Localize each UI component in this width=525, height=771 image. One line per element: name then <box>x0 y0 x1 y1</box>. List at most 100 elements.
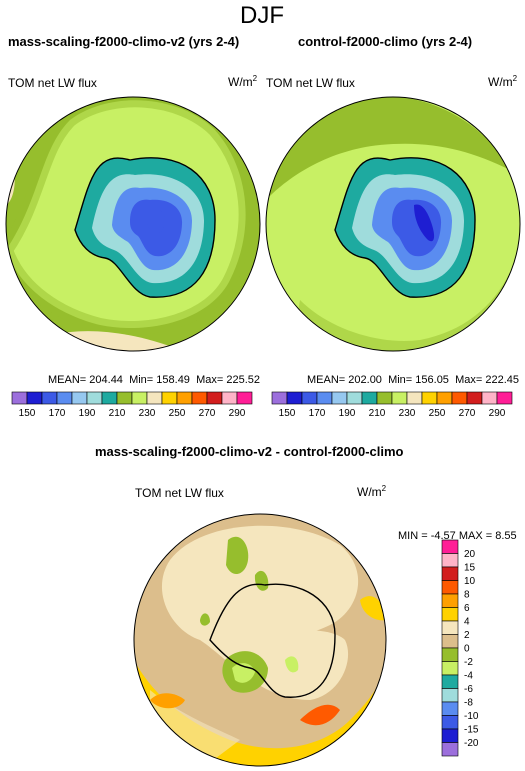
diff-colorbar-tick-label: -20 <box>464 738 479 749</box>
panel-1-max: 225.52 <box>226 374 260 386</box>
diff-colorbar-tick-label: 8 <box>464 590 470 601</box>
diff-colorbar-tick-label: -2 <box>464 657 473 668</box>
panel-1-units-exp: 2 <box>252 74 258 83</box>
diff-colorbar-swatch <box>441 674 459 689</box>
panel-1-colorbar-tick-label: 250 <box>169 408 186 419</box>
panel-2-colorbar-tick-label: 150 <box>279 408 296 419</box>
panel-1-colorbar-swatch <box>86 391 103 405</box>
panel-1-min: 158.49 <box>156 374 190 386</box>
panel-2-mean-label: MEAN= <box>307 374 346 386</box>
panel-2-variable: TOM net LW flux <box>266 76 355 90</box>
panel-2-colorbar-tick-label: 270 <box>459 408 476 419</box>
diff-colorbar-swatch <box>441 742 459 757</box>
panel-2-colorbar-swatch <box>346 391 363 405</box>
panel-2-mean: 202.00 <box>348 374 382 386</box>
panel-2-colorbar-swatch <box>451 391 468 405</box>
diff-colorbar-swatch <box>441 607 459 622</box>
diff-colorbar-swatch <box>441 580 459 595</box>
figure-title: DJF <box>240 2 284 29</box>
diff-colorbar-swatch <box>441 593 459 608</box>
panel-1-colorbar-swatch <box>146 391 163 405</box>
diff-colorbar-tick-label: 10 <box>464 576 476 587</box>
panel-2-colorbar-swatch <box>376 391 393 405</box>
diff-colorbar-tick-label: -15 <box>464 725 479 736</box>
panel-2-min: 156.05 <box>415 374 449 386</box>
diff-colorbar-swatch <box>441 688 459 703</box>
panel-2-title: control-f2000-climo (yrs 2-4) <box>298 34 473 49</box>
panel-2-colorbar-swatch <box>301 391 318 405</box>
panel-1-units-base: W/m <box>228 75 253 89</box>
diff-colorbar-swatch <box>441 620 459 635</box>
panel-1-units: W/m2 <box>228 74 257 89</box>
panel-2-stats: MEAN= 202.00 Min= 156.05 Max= 222.45 <box>307 374 519 386</box>
panel-2-colorbar-swatch <box>481 391 498 405</box>
diff-colorbar-tick-label: -10 <box>464 711 479 722</box>
panel-2-colorbar-tick-label: 190 <box>339 408 356 419</box>
panel-1-colorbar-tick-label: 150 <box>19 408 36 419</box>
diff-colorbar-tick-label: -4 <box>464 671 473 682</box>
panel-2-colorbar-swatch <box>466 391 483 405</box>
diff-colorbar-swatch <box>441 566 459 581</box>
panel-1-max-label: Max= <box>196 374 224 386</box>
diff-variable: TOM net LW flux <box>135 486 224 500</box>
panel-1-colorbar-swatch <box>11 391 28 405</box>
panel-2-colorbar: 150 170 190 210 230 250 270 290 <box>271 391 513 419</box>
diff-min: -4.57 <box>430 530 456 542</box>
diff-colorbar-tick-label: 0 <box>464 644 470 655</box>
diff-colorbar-tick-label: 15 <box>464 563 476 574</box>
panel-2-colorbar-swatch <box>271 391 288 405</box>
panel-2-colorbar-swatch <box>406 391 423 405</box>
panel-1-colorbar-tick-label: 290 <box>229 408 246 419</box>
panel-1-colorbar-swatch <box>176 391 193 405</box>
panel-2-colorbar-swatch <box>496 391 513 405</box>
panel-1-colorbar-swatch <box>101 391 118 405</box>
panel-1-colorbar-swatch <box>221 391 238 405</box>
panel-2-colorbar-tick-label: 230 <box>399 408 416 419</box>
panel-2-colorbar-tick-label: 170 <box>309 408 326 419</box>
panel-2-max-label: Max= <box>455 374 483 386</box>
panel-1-colorbar-tick-label: 190 <box>79 408 96 419</box>
panel-1-colorbar-tick-label: 170 <box>49 408 66 419</box>
panel-1-colorbar-swatch <box>26 391 43 405</box>
diff-units: W/m2 <box>357 484 386 499</box>
diff-colorbar-swatch <box>441 661 459 676</box>
panel-1-colorbar-tick-label: 230 <box>139 408 156 419</box>
diff-colorbar-tick-label: -6 <box>464 684 473 695</box>
panel-2-colorbar-swatch <box>286 391 303 405</box>
panel-1-colorbar-swatch <box>161 391 178 405</box>
diff-colorbar-swatch <box>441 701 459 716</box>
panel-1-mean-label: MEAN= <box>48 374 87 386</box>
panel-1-colorbar: 150 170 190 210 230 250 270 290 <box>11 391 253 419</box>
diff-min-label: MIN = <box>398 530 428 542</box>
panel-2-max: 222.45 <box>485 374 519 386</box>
panel-2-units: W/m2 <box>488 74 517 89</box>
panel-2-colorbar-tick-label: 250 <box>429 408 446 419</box>
panel-1-mean: 204.44 <box>89 374 123 386</box>
panel-2-units-exp: 2 <box>512 74 518 83</box>
panel-1-colorbar-swatch <box>41 391 58 405</box>
diff-max-label: MAX = <box>458 530 493 542</box>
panel-1-colorbar-swatch <box>71 391 88 405</box>
diff-units-exp: 2 <box>381 484 387 493</box>
panel-2-colorbar-tick-label: 210 <box>369 408 386 419</box>
panel-2-units-base: W/m <box>488 75 513 89</box>
panel-1-colorbar-swatch <box>131 391 148 405</box>
panel-1-colorbar-swatch <box>236 391 253 405</box>
panel-1-colorbar-swatch <box>116 391 133 405</box>
panel-2-min-label: Min= <box>388 374 413 386</box>
diff-title: mass-scaling-f2000-climo-v2 - control-f2… <box>95 444 404 459</box>
panel-1-colorbar-swatch <box>191 391 208 405</box>
diff-colorbar-swatch <box>441 728 459 743</box>
diff-stats: MIN = -4.57 MAX = 8.55 <box>398 530 517 542</box>
panel-2-colorbar-swatch <box>436 391 453 405</box>
panel-1-colorbar-tick-label: 210 <box>109 408 126 419</box>
panel-2-colorbar-tick-label: 290 <box>489 408 506 419</box>
panel-1-variable: TOM net LW flux <box>8 76 97 90</box>
panel-1-stats: MEAN= 204.44 Min= 158.49 Max= 225.52 <box>48 374 260 386</box>
panel-1-colorbar-swatch <box>56 391 73 405</box>
diff-colorbar-swatch <box>441 647 459 662</box>
diff-colorbar-swatch <box>441 715 459 730</box>
diff-max: 8.55 <box>495 530 517 542</box>
diff-units-base: W/m <box>357 485 382 499</box>
panel-1-colorbar-tick-label: 270 <box>199 408 216 419</box>
